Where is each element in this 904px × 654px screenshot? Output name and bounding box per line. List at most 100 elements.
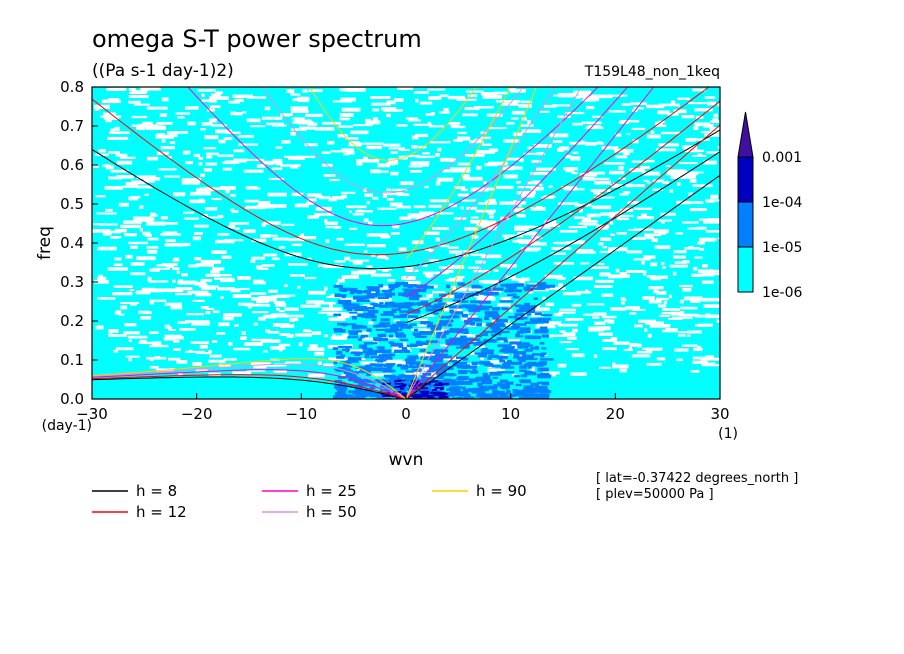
field-patch (371, 318, 377, 322)
field-speck (252, 311, 269, 314)
field-speck (164, 302, 183, 306)
field-speck (466, 323, 486, 327)
field-speck (152, 267, 171, 270)
field-speck (422, 264, 428, 268)
field-patch (438, 293, 447, 297)
field-speck (699, 247, 705, 251)
field-patch (364, 356, 370, 359)
field-speck (619, 119, 640, 123)
field-speck (92, 229, 111, 233)
field-patch (502, 362, 511, 367)
field-speck (317, 361, 322, 365)
field-speck (580, 140, 585, 143)
field-speck (488, 161, 508, 166)
field-patch (471, 361, 478, 366)
field-speck (708, 218, 720, 221)
field-patch (405, 358, 416, 362)
field-patch (399, 338, 409, 341)
field-speck (487, 227, 497, 231)
field-patch (457, 282, 465, 286)
field-patch (485, 313, 494, 318)
field-speck (346, 205, 367, 209)
field-speck (433, 212, 454, 215)
field-speck (594, 321, 606, 326)
field-patch (524, 330, 531, 334)
field-speck (242, 111, 247, 114)
field-speck (421, 314, 435, 317)
field-patch (427, 285, 434, 289)
field-speck (103, 99, 120, 103)
field-speck (570, 156, 581, 160)
field-speck (262, 350, 268, 353)
field-speck (370, 169, 381, 174)
field-patch (378, 284, 384, 288)
field-speck (328, 357, 349, 361)
field-speck (362, 298, 381, 302)
field-patch (425, 340, 440, 344)
field-speck (232, 94, 254, 98)
field-speck (243, 169, 264, 173)
field-speck (168, 134, 178, 137)
field-speck (481, 91, 498, 96)
field-speck (279, 332, 290, 336)
field-speck (339, 312, 358, 316)
field-speck (407, 364, 414, 367)
field-patch (499, 300, 514, 303)
field-speck (108, 151, 120, 154)
field-patch (458, 375, 469, 380)
field-speck (391, 232, 400, 235)
field-patch (449, 314, 457, 319)
field-speck (674, 261, 687, 264)
field-speck (414, 91, 426, 94)
field-speck (696, 226, 707, 230)
field-patch (426, 324, 441, 328)
field-speck (645, 321, 664, 325)
field-speck (337, 315, 350, 319)
field-speck (123, 331, 140, 335)
field-speck (110, 128, 115, 133)
field-speck (183, 211, 195, 214)
field-core (416, 384, 425, 387)
field-speck (679, 313, 699, 317)
field-speck (166, 264, 175, 268)
field-patch (453, 305, 465, 308)
field-patch (440, 355, 453, 359)
field-speck (228, 225, 236, 229)
field-speck (462, 176, 483, 181)
colorbar-label: 1e-04 (762, 195, 802, 211)
field-patch (433, 303, 442, 308)
field-speck (616, 217, 630, 221)
field-speck (95, 195, 106, 198)
field-speck (135, 291, 151, 295)
field-speck (264, 106, 271, 111)
field-patch (505, 289, 512, 292)
field-speck (592, 312, 607, 316)
field-speck (149, 365, 159, 369)
field-speck (612, 182, 617, 187)
field-patch (434, 353, 449, 357)
field-speck (530, 207, 546, 211)
field-patch (340, 354, 346, 357)
field-speck (323, 174, 336, 177)
field-patch (481, 351, 494, 355)
field-speck (672, 255, 687, 259)
field-speck (405, 117, 419, 120)
field-speck (278, 246, 286, 249)
field-patch (481, 305, 493, 309)
field-speck (602, 338, 618, 342)
x-tick-label: 30 (710, 405, 729, 423)
field-speck (365, 272, 374, 275)
field-speck (307, 215, 319, 219)
field-speck (278, 310, 285, 313)
field-speck (388, 147, 405, 150)
field-speck (441, 270, 449, 275)
field-patch (408, 361, 421, 365)
field-speck (185, 350, 205, 354)
field-speck (323, 264, 344, 269)
field-patch (477, 382, 483, 387)
field-patch (352, 315, 357, 320)
field-speck (113, 349, 118, 353)
field-speck (315, 126, 335, 131)
field-speck (178, 279, 184, 284)
field-patch (513, 351, 527, 355)
